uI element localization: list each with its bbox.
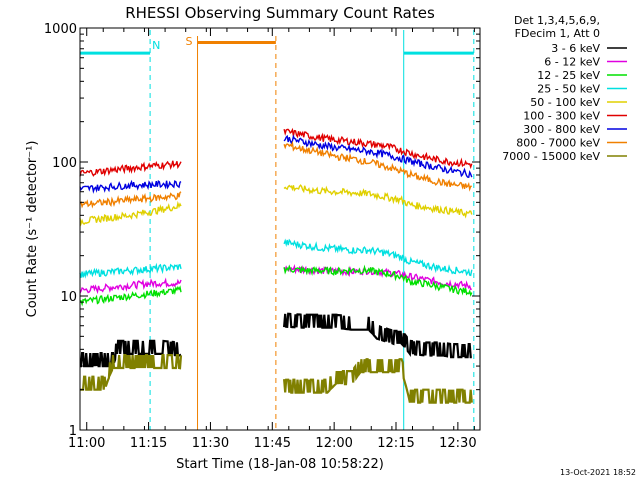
- x-tick-label: 12:00: [315, 436, 352, 451]
- series-line: [283, 238, 473, 277]
- series-line: [80, 354, 183, 391]
- legend-label: 3 - 6 keV: [551, 42, 600, 55]
- x-tick-label: 12:30: [439, 436, 476, 451]
- series-line: [79, 339, 182, 368]
- legend-label: 300 - 800 keV: [523, 123, 600, 136]
- y-axis: 1 10 100 1000: [44, 22, 480, 439]
- x-axis-label: Start Time (18-Jan-08 10:58:22): [176, 457, 384, 472]
- attenuator-marker-label: N: [152, 39, 160, 52]
- x-axis: 11:00 11:15 11:30 11:45 12:00 12:15 12:30: [68, 28, 477, 451]
- y-tick-label: 10: [60, 290, 77, 305]
- series-line: [79, 285, 182, 307]
- series-line: [283, 127, 473, 170]
- series-line: [79, 191, 182, 209]
- legend-label: 25 - 50 keV: [537, 83, 600, 96]
- series-line: [283, 134, 473, 178]
- timestamp: 13-Oct-2021 18:52: [560, 468, 636, 477]
- series-line: [79, 262, 182, 279]
- series-line: [283, 264, 473, 297]
- x-tick-label: 11:45: [254, 436, 291, 451]
- x-tick-label: 11:15: [130, 436, 167, 451]
- legend-label: 12 - 25 keV: [537, 69, 600, 82]
- legend-header: FDecim 1, Att 0: [515, 27, 600, 40]
- y-tick-label: 1: [69, 424, 77, 439]
- series-line: [79, 200, 182, 227]
- series-line: [283, 184, 473, 219]
- plot-frame: [79, 27, 481, 431]
- legend-label: 50 - 100 keV: [530, 96, 600, 109]
- y-axis-label: Count Rate (s⁻¹ detector⁻¹): [25, 141, 40, 318]
- legend-label: 100 - 300 keV: [523, 110, 600, 123]
- chart-title: RHESSI Observing Summary Count Rates: [125, 4, 435, 22]
- series-line: [79, 160, 182, 177]
- y-tick-label: 1000: [44, 22, 77, 37]
- x-tick-label: 12:15: [377, 436, 414, 451]
- x-tick-label: 11:30: [192, 436, 229, 451]
- series-line: [283, 358, 473, 404]
- legend-label: 6 - 12 keV: [544, 56, 600, 69]
- series-line: [283, 140, 472, 192]
- series-line: [79, 179, 182, 194]
- legend: Det 1,3,4,5,6,9,FDecim 1, Att 0 3 - 6 keV…: [502, 14, 627, 163]
- series-line: [283, 312, 472, 359]
- legend-label: 800 - 7000 keV: [516, 137, 600, 150]
- legend-label: 7000 - 15000 keV: [502, 150, 600, 163]
- series-line: [79, 277, 182, 295]
- y-tick-label: 100: [52, 156, 77, 171]
- saa-label: S: [186, 35, 193, 48]
- legend-header: Det 1,3,4,5,6,9,: [514, 14, 600, 27]
- x-tick-label: 11:00: [68, 436, 105, 451]
